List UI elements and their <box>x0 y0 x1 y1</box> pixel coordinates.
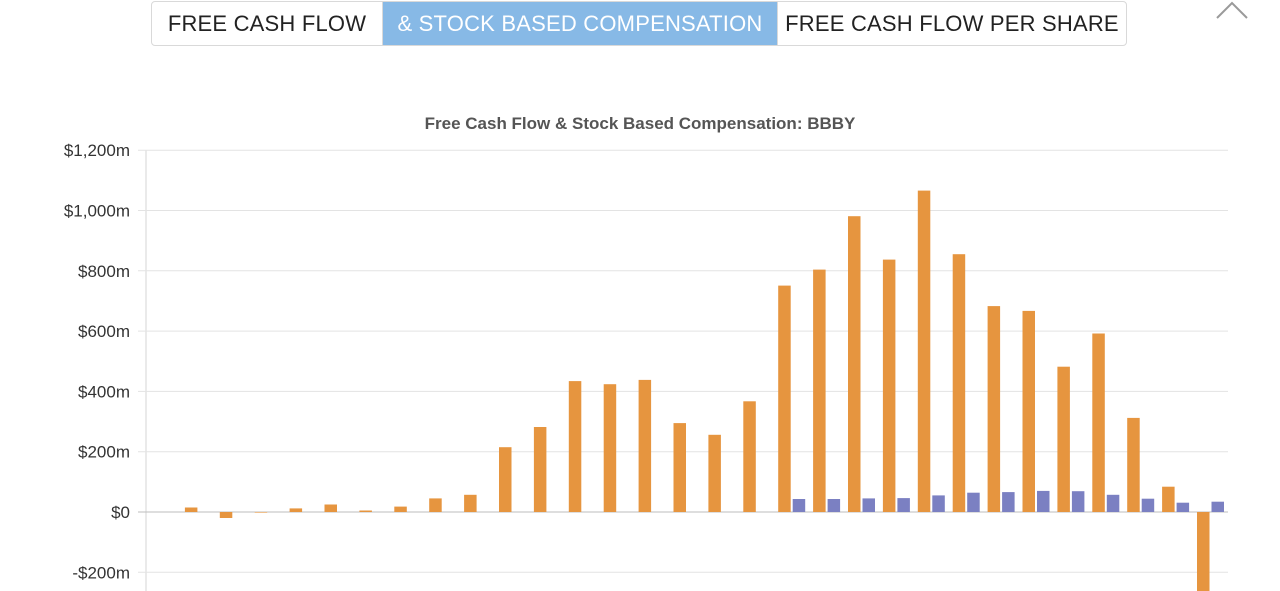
fcf-bar[interactable] <box>743 401 756 512</box>
y-tick-label: -$200m <box>72 563 130 582</box>
sbc-bar[interactable] <box>1141 498 1155 512</box>
fcf-bar[interactable] <box>952 254 966 512</box>
fcf-bar[interactable] <box>638 379 652 512</box>
fcf-bar[interactable] <box>533 427 547 512</box>
sbc-bar[interactable] <box>1106 494 1120 512</box>
fcf-bar[interactable] <box>499 447 512 512</box>
chart-title: Free Cash Flow & Stock Based Compensatio… <box>425 114 856 133</box>
sbc-bar[interactable] <box>862 498 876 512</box>
sbc-bar[interactable] <box>932 495 945 512</box>
fcf-bar[interactable] <box>1057 366 1070 512</box>
tab-free-cash-flow[interactable]: FREE CASH FLOW <box>152 2 383 45</box>
tab-stock-based-compensation[interactable]: & STOCK BASED COMPENSATION <box>383 2 777 45</box>
fcf-bar[interactable] <box>1022 310 1036 512</box>
tab-free-cash-flow-per-share[interactable]: FREE CASH FLOW PER SHARE <box>777 2 1126 45</box>
bars <box>184 190 1225 591</box>
fcf-bar[interactable] <box>324 504 338 513</box>
y-tick-label: $800m <box>78 262 130 281</box>
fcf-bar[interactable] <box>882 259 896 512</box>
sbc-bar[interactable] <box>1211 501 1225 512</box>
sbc-bar[interactable] <box>792 499 806 512</box>
fcf-bar[interactable] <box>603 384 617 512</box>
fcf-bar[interactable] <box>848 216 861 512</box>
sbc-bar[interactable] <box>897 498 910 512</box>
y-tick-label: $1,200m <box>64 141 130 160</box>
fcf-bar[interactable] <box>813 269 826 512</box>
sbc-bar[interactable] <box>1176 502 1190 512</box>
fcf-bar[interactable] <box>673 423 687 512</box>
sbc-bar[interactable] <box>827 499 841 512</box>
fcf-bar[interactable] <box>464 494 477 512</box>
y-tick-label: $400m <box>78 382 130 401</box>
fcf-bar[interactable] <box>184 507 198 513</box>
fcf-bar[interactable] <box>1127 417 1140 512</box>
y-tick-label: $0 <box>111 503 130 522</box>
y-tick-label: $1,000m <box>64 202 130 221</box>
fcf-bar[interactable] <box>1162 486 1175 512</box>
sbc-bar[interactable] <box>1002 492 1015 512</box>
y-tick-label: $600m <box>78 322 130 341</box>
fcf-bar[interactable] <box>1092 333 1105 513</box>
fcf-bar[interactable] <box>429 498 442 512</box>
y-tick-label: $200m <box>78 443 130 462</box>
fcf-bar[interactable] <box>219 512 233 518</box>
fcf-bar[interactable] <box>289 508 303 512</box>
fcf-bar[interactable] <box>708 434 721 512</box>
sbc-bar[interactable] <box>1037 490 1050 512</box>
fcf-bar[interactable] <box>778 285 791 512</box>
fcf-bar[interactable] <box>568 381 582 512</box>
sbc-bar[interactable] <box>1071 491 1085 512</box>
fcf-bar[interactable] <box>254 512 268 513</box>
fcf-bar[interactable] <box>359 510 372 513</box>
view-tabs: FREE CASH FLOW & STOCK BASED COMPENSATIO… <box>151 1 1127 46</box>
fcf-bar[interactable] <box>917 190 931 512</box>
fcf-bar[interactable] <box>987 306 1001 512</box>
sbc-bar[interactable] <box>967 492 980 512</box>
fcf-bar[interactable] <box>394 506 407 512</box>
chevron-up-icon[interactable] <box>1214 0 1250 22</box>
fcf-bar[interactable] <box>1197 512 1210 591</box>
y-axis: -$200m $0 $200m $400m $600m $800m $1,000m $1,20… <box>64 141 130 582</box>
